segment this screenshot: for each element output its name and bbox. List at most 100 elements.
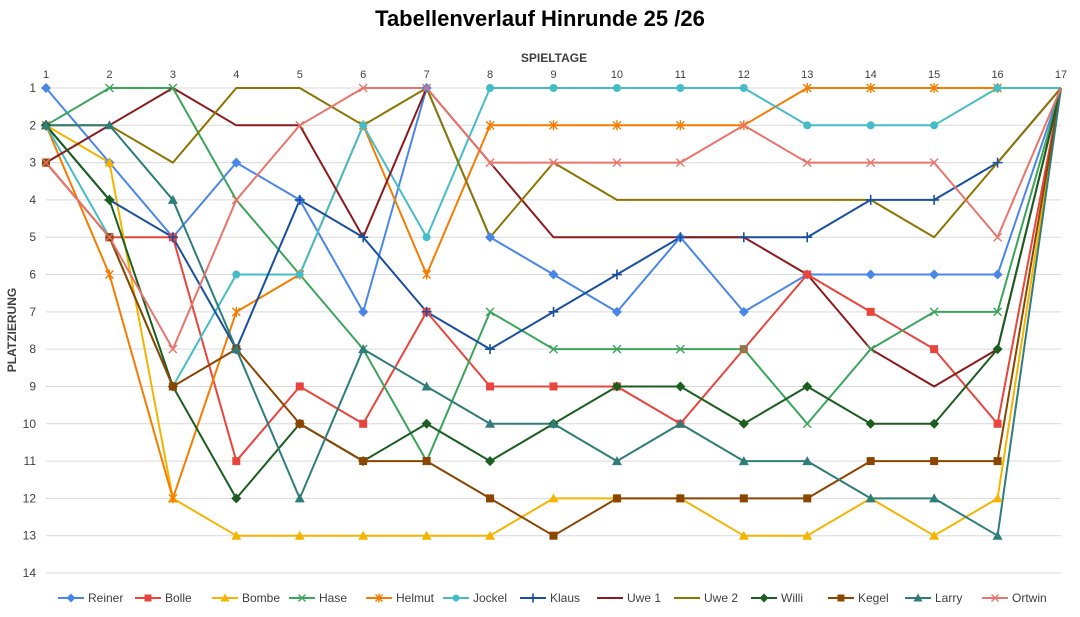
data-point-marker (738, 530, 749, 540)
data-point-marker (485, 530, 496, 540)
data-point-marker (359, 419, 368, 428)
data-point-marker (358, 306, 369, 317)
x-tick-label: 14 (865, 69, 877, 81)
data-point-marker (375, 593, 383, 603)
chart-title: Tabellenverlauf Hinrunde 25 /26 (375, 6, 705, 31)
legend-label: Reiner (88, 591, 124, 605)
data-point-marker (802, 456, 813, 466)
legend-item-hase: Hase (289, 588, 347, 608)
data-point-marker (738, 306, 749, 317)
y-tick-label: 1 (29, 81, 36, 95)
data-point-marker (485, 344, 496, 355)
legend-label: Helmut (396, 591, 435, 605)
data-point-marker (485, 232, 496, 243)
legend-item-larry: Larry (905, 588, 962, 608)
data-point-marker (485, 418, 496, 428)
data-point-marker (486, 382, 495, 391)
legend-swatch (674, 597, 700, 599)
data-point-marker (486, 494, 495, 503)
data-point-marker (452, 594, 460, 602)
data-point-marker (168, 382, 177, 391)
series-markers (41, 83, 1003, 540)
legend-label: Willi (781, 591, 803, 605)
data-point-marker (485, 158, 495, 168)
data-point-marker (486, 84, 495, 92)
legend-label: Jockel (473, 591, 508, 605)
data-point-marker (802, 158, 812, 168)
x-tick-label: 12 (738, 69, 750, 81)
data-point-marker (528, 593, 538, 603)
x-tick-label: 9 (550, 69, 556, 81)
legend-swatch (135, 594, 161, 602)
data-point-marker (930, 345, 939, 354)
series-markers-ortwin (41, 83, 1003, 354)
legend-item-uwe-2: Uwe 2 (674, 588, 738, 608)
data-point-marker (739, 344, 749, 354)
legend-swatch (828, 594, 854, 602)
data-point-marker (422, 233, 431, 242)
x-tick-label: 17 (1055, 69, 1067, 81)
data-point-marker (295, 270, 304, 279)
data-point-marker (298, 594, 306, 602)
y-tick-label: 13 (23, 529, 37, 543)
x-tick-label: 2 (106, 69, 112, 81)
data-point-marker (231, 493, 242, 504)
legend-item-helmut: Helmut (366, 588, 434, 608)
x-axis-title: SPIELTAGE (521, 51, 587, 65)
data-point-marker (295, 419, 304, 428)
x-tick-label: 15 (928, 69, 940, 81)
data-point-marker (104, 120, 115, 130)
data-point-marker (929, 158, 939, 168)
data-point-marker (929, 418, 940, 429)
data-point-marker (167, 194, 178, 204)
y-tick-label: 4 (29, 193, 36, 207)
data-point-marker (294, 194, 305, 205)
data-point-marker (738, 456, 749, 466)
legend-item-kegel: Kegel (828, 588, 889, 608)
y-tick-label: 12 (23, 491, 37, 505)
legend-item-bolle: Bolle (135, 588, 192, 608)
data-point-marker (548, 269, 559, 280)
data-point-marker (929, 307, 939, 317)
data-point-marker (991, 594, 999, 602)
legend-label: Bombe (242, 591, 281, 605)
data-point-marker (421, 418, 432, 429)
data-point-marker (41, 158, 51, 168)
data-point-marker (232, 270, 241, 279)
legend-item-willi: Willi (751, 588, 803, 608)
y-tick-label: 11 (24, 454, 37, 468)
series-line-helmut (45, 87, 1061, 500)
legend-label: Larry (935, 591, 963, 605)
data-point-marker (421, 381, 432, 391)
data-point-marker (837, 594, 845, 602)
legend-item-reiner: Reiner (58, 588, 123, 608)
data-point-marker (675, 158, 685, 168)
data-point-marker (929, 83, 939, 93)
data-point-marker (104, 194, 115, 205)
data-point-marker (422, 83, 432, 93)
data-point-marker (104, 232, 114, 242)
data-point-marker (549, 531, 558, 540)
legend-swatch (597, 597, 623, 599)
x-tick-label: 5 (297, 69, 303, 81)
data-point-marker (739, 494, 748, 503)
data-point-marker (548, 493, 559, 503)
data-point-marker (802, 530, 813, 540)
legend-label: Klaus (550, 591, 581, 605)
data-point-marker (612, 84, 621, 92)
y-tick-label: 8 (29, 342, 36, 356)
data-point-marker (358, 83, 368, 93)
data-point-marker (168, 83, 178, 93)
data-point-marker (231, 157, 242, 168)
legend-swatch (58, 593, 84, 603)
data-point-marker (675, 120, 685, 131)
legend-label: Ortwin (1012, 591, 1047, 605)
data-point-marker (865, 269, 876, 280)
data-point-marker (676, 494, 685, 503)
data-point-marker (992, 269, 1003, 280)
legend-swatch (751, 593, 777, 603)
data-point-marker (144, 594, 152, 602)
data-point-marker (611, 456, 622, 466)
data-point-marker (611, 381, 622, 392)
